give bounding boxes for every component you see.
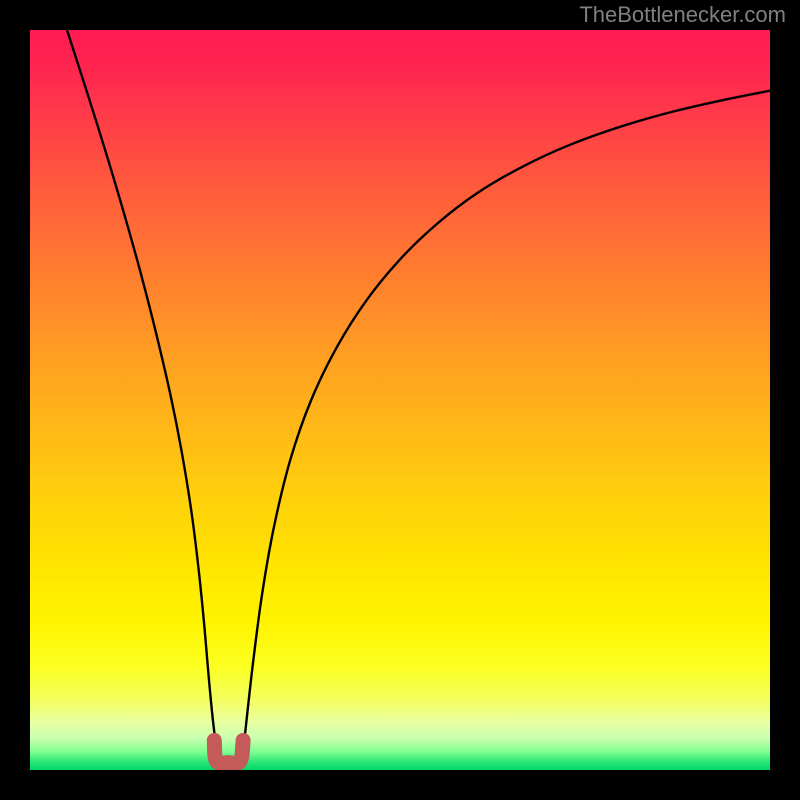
plot-area: [30, 30, 770, 770]
watermark-text: TheBottlenecker.com: [579, 2, 786, 28]
plot-svg: [30, 30, 770, 770]
gradient-background: [30, 30, 770, 770]
